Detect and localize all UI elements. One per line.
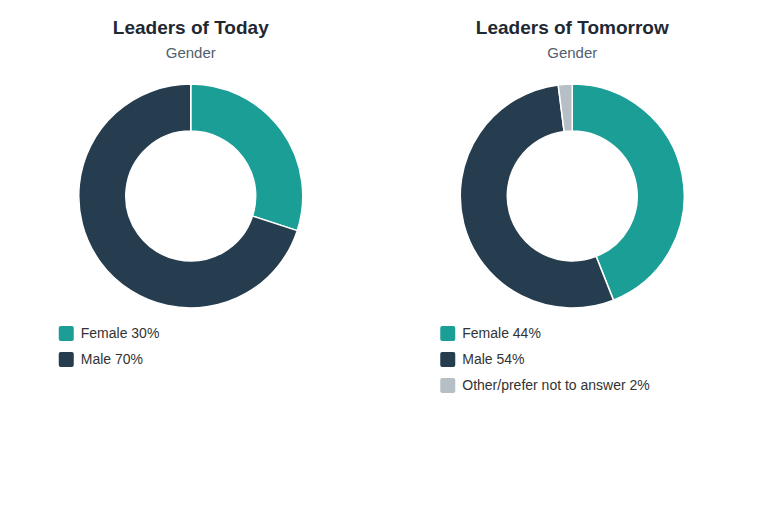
chart-subtitle: Gender <box>166 44 216 61</box>
donut-slice <box>558 84 572 132</box>
chart-svg: Leaders of Today Gender Female 30% Male 70%… <box>0 0 763 516</box>
legend-label: Female 44% <box>462 325 541 341</box>
legend-label: Other/prefer not to answer 2% <box>462 377 650 393</box>
chart-title: Leaders of Today <box>113 17 269 38</box>
legend-swatch <box>440 326 455 341</box>
donut-panel: Leaders of Today Gender Female 30% Male 70% <box>59 17 303 367</box>
chart-subtitle: Gender <box>547 44 597 61</box>
legend: Female 30% Male 70% <box>59 325 160 367</box>
legend-swatch <box>440 378 455 393</box>
legend-label: Male 54% <box>462 351 524 367</box>
legend-swatch <box>59 352 74 367</box>
chart-title: Leaders of Tomorrow <box>476 17 669 38</box>
legend: Female 44% Male 54% Other/prefer not to an… <box>440 325 650 393</box>
legend-label: Male 70% <box>81 351 143 367</box>
donut-slices <box>460 84 684 308</box>
legend-label: Female 30% <box>81 325 160 341</box>
legend-swatch <box>59 326 74 341</box>
chart-root: Leaders of Today Gender Female 30% Male 70%… <box>0 0 763 516</box>
donut-slice <box>79 84 298 308</box>
donut-slices <box>79 84 303 308</box>
donut-slice <box>191 84 303 231</box>
legend-swatch <box>440 352 455 367</box>
donut-slice <box>460 85 613 308</box>
donut-panel: Leaders of Tomorrow Gender Female 44% Male … <box>440 17 684 393</box>
